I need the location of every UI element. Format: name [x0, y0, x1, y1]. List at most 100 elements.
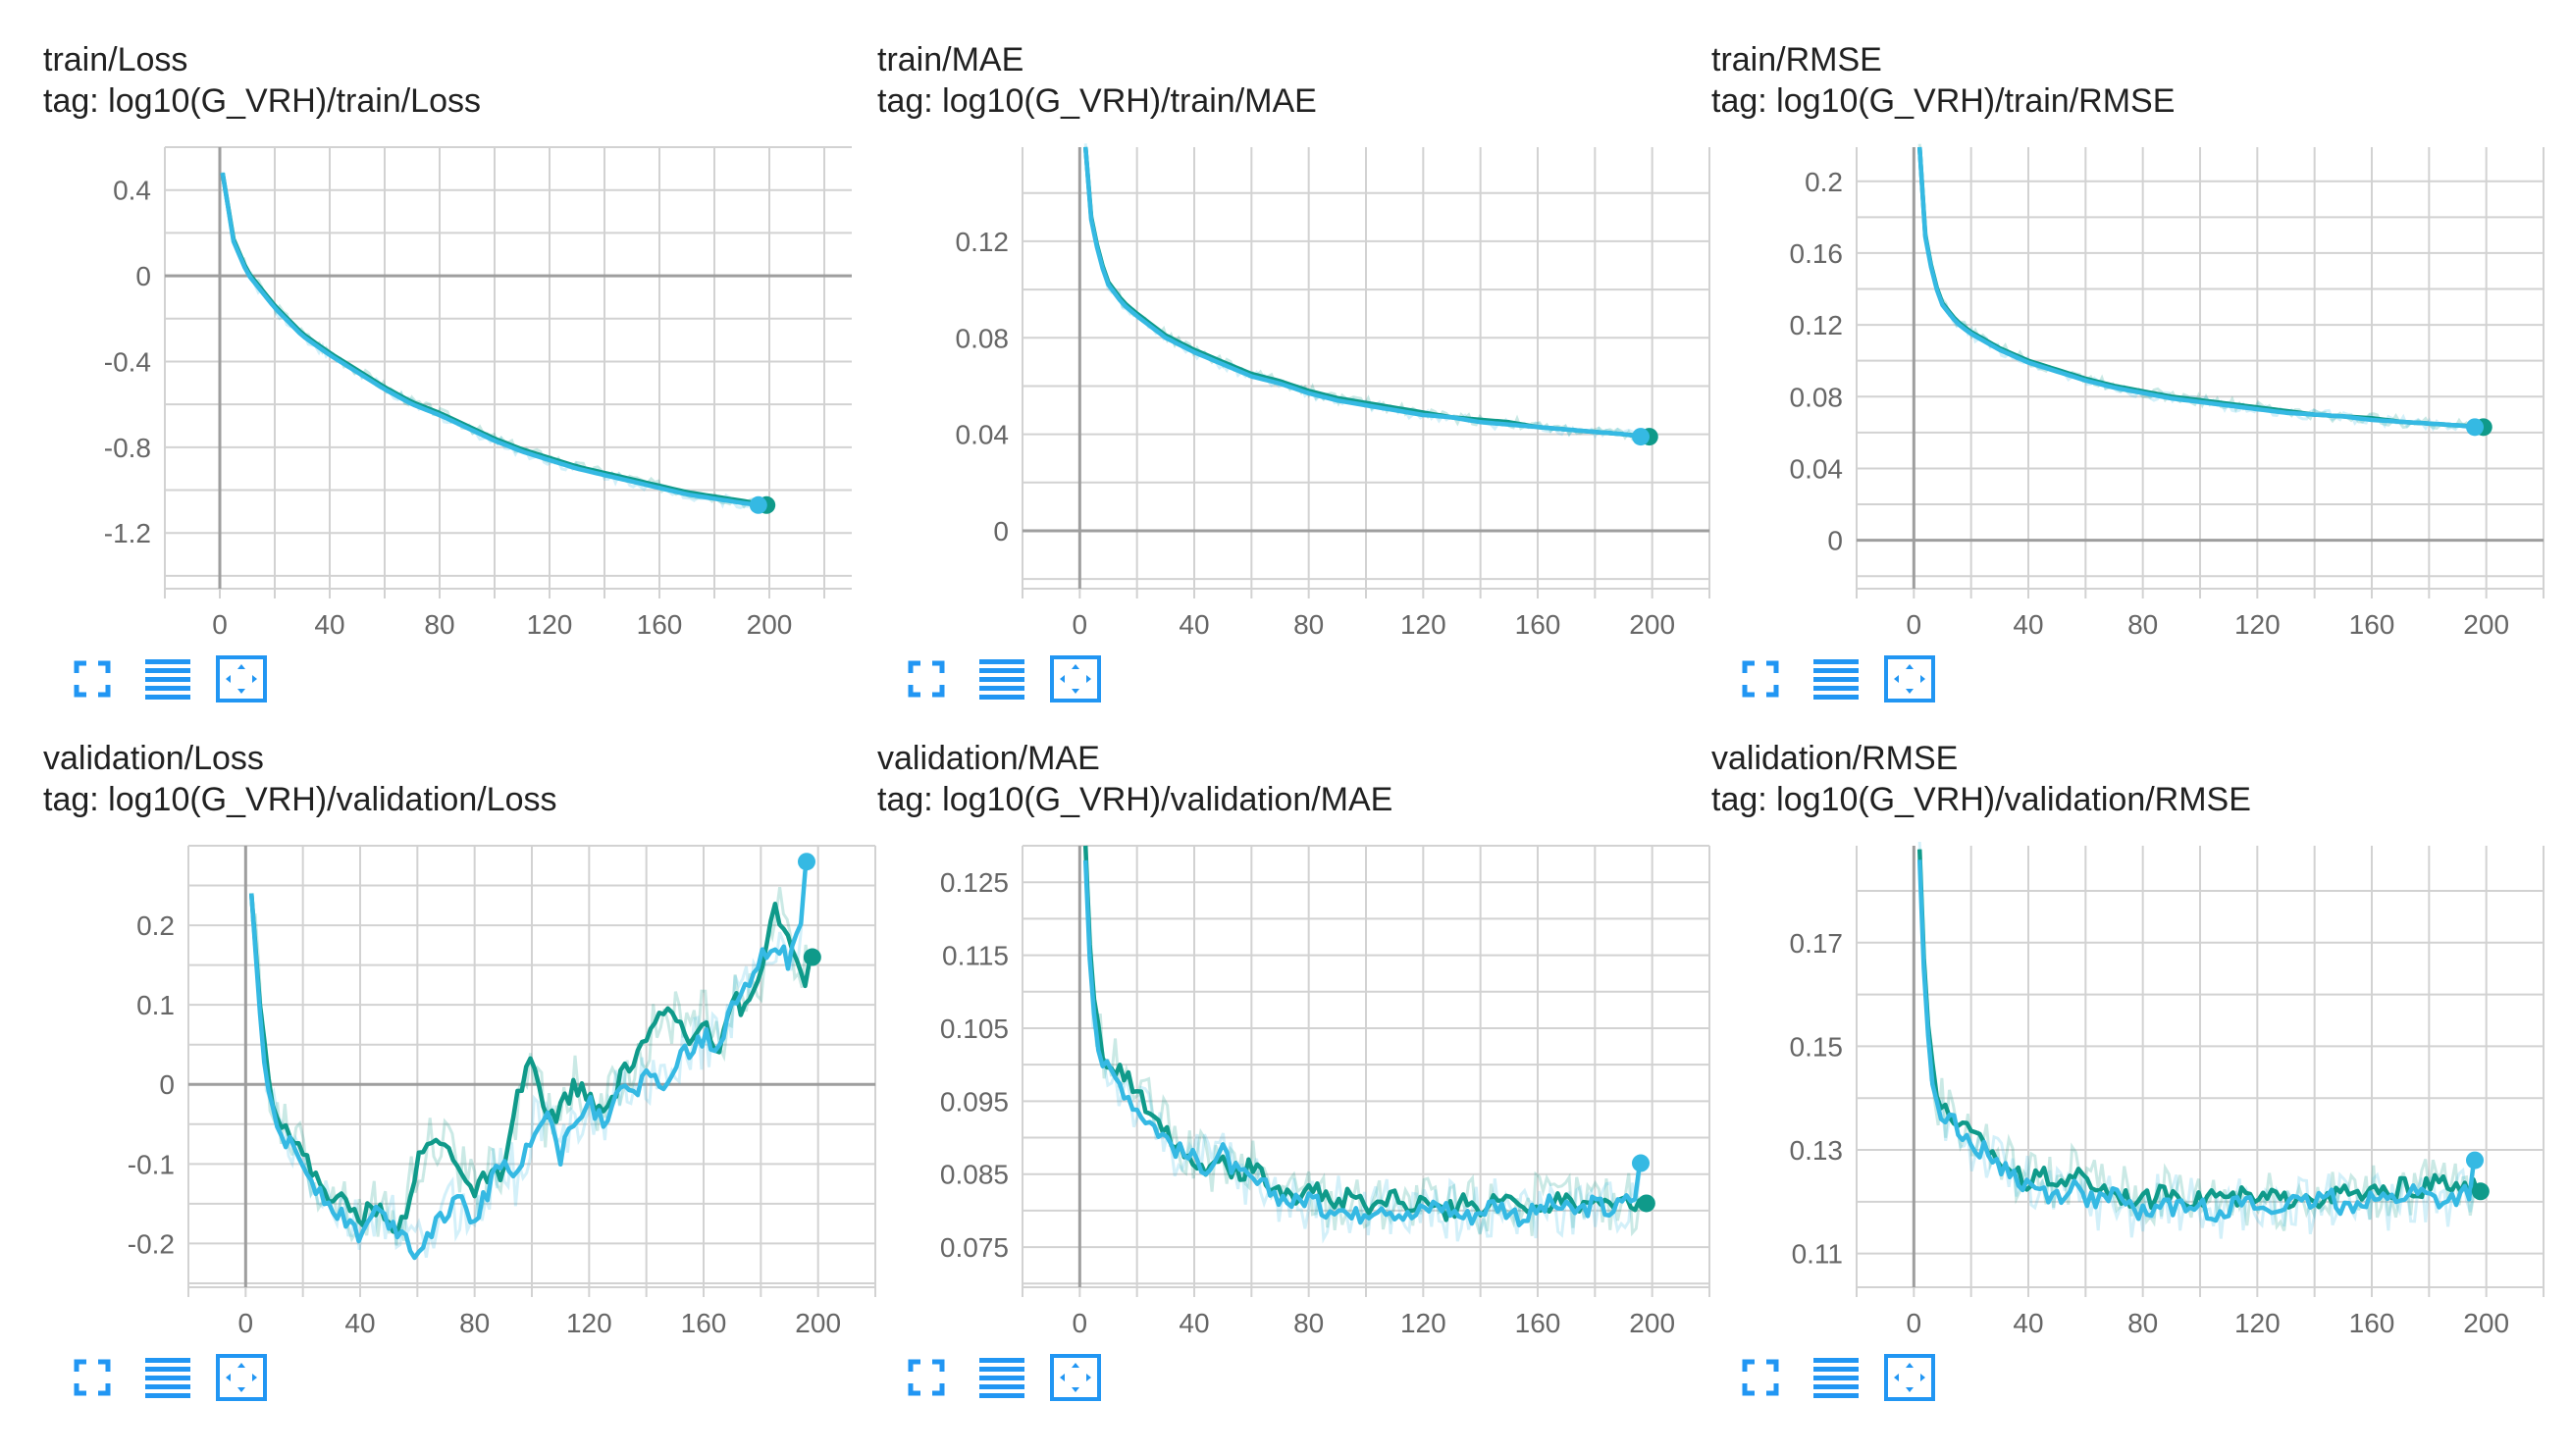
- y-tick-label: 0.16: [1790, 238, 1844, 269]
- y-tick-label: 0.12: [1790, 310, 1844, 340]
- y-tick-label: -1.2: [104, 518, 151, 548]
- x-tick-label: 40: [2013, 1308, 2043, 1338]
- grid: [164, 146, 852, 590]
- raw-series-line: [1083, 859, 1646, 1237]
- data-table-button[interactable]: [1808, 1350, 1863, 1405]
- x-tick-label: 0: [238, 1308, 254, 1338]
- chart-title: validation/Loss: [43, 740, 264, 777]
- data-table-icon: [1813, 1358, 1859, 1398]
- fullscreen-button[interactable]: [899, 651, 954, 706]
- x-tick-label: 120: [1400, 1308, 1446, 1338]
- x-tick-label: 160: [2349, 1308, 2395, 1338]
- data-table-icon: [979, 1358, 1024, 1398]
- fit-domain-icon: [1050, 1354, 1101, 1401]
- y-tick-label: 0: [993, 516, 1009, 546]
- chart-title: train/MAE: [877, 41, 1024, 78]
- data-table-button[interactable]: [973, 1350, 1028, 1405]
- series-line: [1916, 146, 2476, 430]
- chart-tag: tag: log10(G_VRH)/validation/Loss: [43, 781, 557, 818]
- chart-tag: tag: log10(G_VRH)/validation/RMSE: [1711, 781, 2251, 818]
- y-tick-label: -0.4: [104, 346, 151, 377]
- y-tick-label: 0: [1827, 526, 1843, 556]
- raw-series-line: [249, 857, 808, 1258]
- chart-tag: tag: log10(G_VRH)/train/MAE: [877, 82, 1317, 120]
- x-tick-label: 120: [1400, 609, 1446, 640]
- series-line: [1082, 859, 1644, 1227]
- fit-domain-button[interactable]: [214, 1350, 269, 1405]
- x-tick-label: 80: [2127, 609, 2158, 640]
- x-tick-label: 0: [1907, 1308, 1922, 1338]
- y-tick-label: 0: [135, 261, 151, 291]
- series-line: [1082, 146, 1651, 440]
- series-line: [1916, 146, 2484, 430]
- series-end-marker: [798, 853, 815, 871]
- chart-card-validation-rmse: validation/RMSE tag: log10(G_VRH)/valida…: [1668, 699, 2545, 1401]
- validation-mae-plot[interactable]: 0 40 80 120 160 200 0.125 0.115 0.105 0.095 0.085 0…: [834, 699, 1710, 1338]
- fit-domain-icon: [216, 655, 267, 702]
- y-tick-label: -0.8: [104, 433, 151, 463]
- train-mae-plot[interactable]: 0 40 80 120 160 200 0.12 0.08 0.04 0: [834, 0, 1710, 640]
- data-table-button[interactable]: [1808, 651, 1863, 706]
- series-line: [248, 860, 810, 1261]
- validation-loss-plot[interactable]: 0 40 80 120 160 200 0.2 0.1 0 -0.1 -0.2: [0, 699, 876, 1338]
- train-rmse-plot[interactable]: 0 40 80 120 160 200 0.2 0.16 0.12 0.08 0.04 0: [1668, 0, 2545, 640]
- data-table-button[interactable]: [139, 651, 194, 706]
- x-tick-label: 80: [459, 1308, 490, 1338]
- y-tick-label: 0.2: [136, 910, 175, 941]
- y-tick-label: 0.4: [113, 176, 151, 206]
- series-end-marker: [2466, 418, 2484, 437]
- y-tick-label: 0.2: [1805, 167, 1843, 197]
- chart-tag: tag: log10(G_VRH)/validation/MAE: [877, 781, 1393, 818]
- chart-title: train/Loss: [43, 41, 188, 78]
- fullscreen-button[interactable]: [65, 651, 120, 706]
- fullscreen-button[interactable]: [1733, 651, 1788, 706]
- fullscreen-button[interactable]: [65, 1350, 120, 1405]
- chart-title: validation/RMSE: [1711, 740, 1959, 777]
- data-table-button[interactable]: [139, 1350, 194, 1405]
- x-tick-label: 80: [424, 609, 454, 640]
- train-loss-plot[interactable]: 0 40 80 120 160 200 0.4 0 -0.4 -0.8 -1.2: [0, 0, 852, 640]
- fullscreen-icon: [908, 660, 945, 698]
- fullscreen-icon: [74, 660, 111, 698]
- chart-tag: tag: log10(G_VRH)/train/Loss: [43, 82, 481, 120]
- x-tick-label: 40: [344, 1308, 375, 1338]
- raw-series-line: [221, 171, 757, 509]
- y-tick-label: 0.13: [1790, 1135, 1844, 1166]
- fullscreen-button[interactable]: [1733, 1350, 1788, 1405]
- x-tick-label: 40: [1179, 609, 1209, 640]
- data-table-button[interactable]: [973, 651, 1028, 706]
- fit-domain-button[interactable]: [1048, 651, 1103, 706]
- data-table-icon: [145, 659, 190, 700]
- y-tick-label: 0.115: [942, 941, 1009, 971]
- x-tick-label: 0: [1073, 609, 1088, 640]
- x-tick-label: 160: [681, 1308, 727, 1338]
- chart-tag: tag: log10(G_VRH)/train/RMSE: [1711, 82, 2176, 120]
- raw-series-line: [1083, 857, 1642, 1244]
- x-tick-label: 160: [1515, 1308, 1561, 1338]
- x-tick-label: 80: [1293, 609, 1324, 640]
- fit-domain-button[interactable]: [214, 651, 269, 706]
- y-tick-label: 0.095: [940, 1086, 1009, 1117]
- x-tick-label: 120: [527, 609, 573, 640]
- x-tick-label: 40: [314, 609, 344, 640]
- chart-title: validation/MAE: [877, 740, 1100, 777]
- chart-card-validation-loss: validation/Loss tag: log10(G_VRH)/valida…: [0, 699, 876, 1401]
- fit-domain-icon: [1884, 655, 1935, 702]
- series-end-marker: [803, 948, 821, 966]
- x-tick-label: 200: [1629, 609, 1675, 640]
- grid: [1856, 147, 2545, 590]
- fit-domain-button[interactable]: [1048, 1350, 1103, 1405]
- y-tick-label: 0.04: [956, 420, 1010, 450]
- chart-card-train-mae: train/MAE tag: log10(G_VRH)/train/MAE 0 4…: [834, 0, 1710, 702]
- fit-domain-button[interactable]: [1882, 1350, 1937, 1405]
- validation-rmse-plot[interactable]: 0 40 80 120 160 200 0.17 0.15 0.13 0.11: [1668, 699, 2545, 1338]
- fit-domain-icon: [1050, 655, 1101, 702]
- chart-card-train-rmse: train/RMSE tag: log10(G_VRH)/train/RMSE …: [1668, 0, 2545, 702]
- fit-domain-button[interactable]: [1882, 651, 1937, 706]
- data-table-icon: [1813, 659, 1859, 700]
- fullscreen-button[interactable]: [899, 1350, 954, 1405]
- series-end-marker: [1637, 1194, 1655, 1213]
- x-tick-label: 40: [2013, 609, 2043, 640]
- x-tick-label: 200: [1629, 1308, 1675, 1338]
- x-tick-label: 160: [637, 609, 683, 640]
